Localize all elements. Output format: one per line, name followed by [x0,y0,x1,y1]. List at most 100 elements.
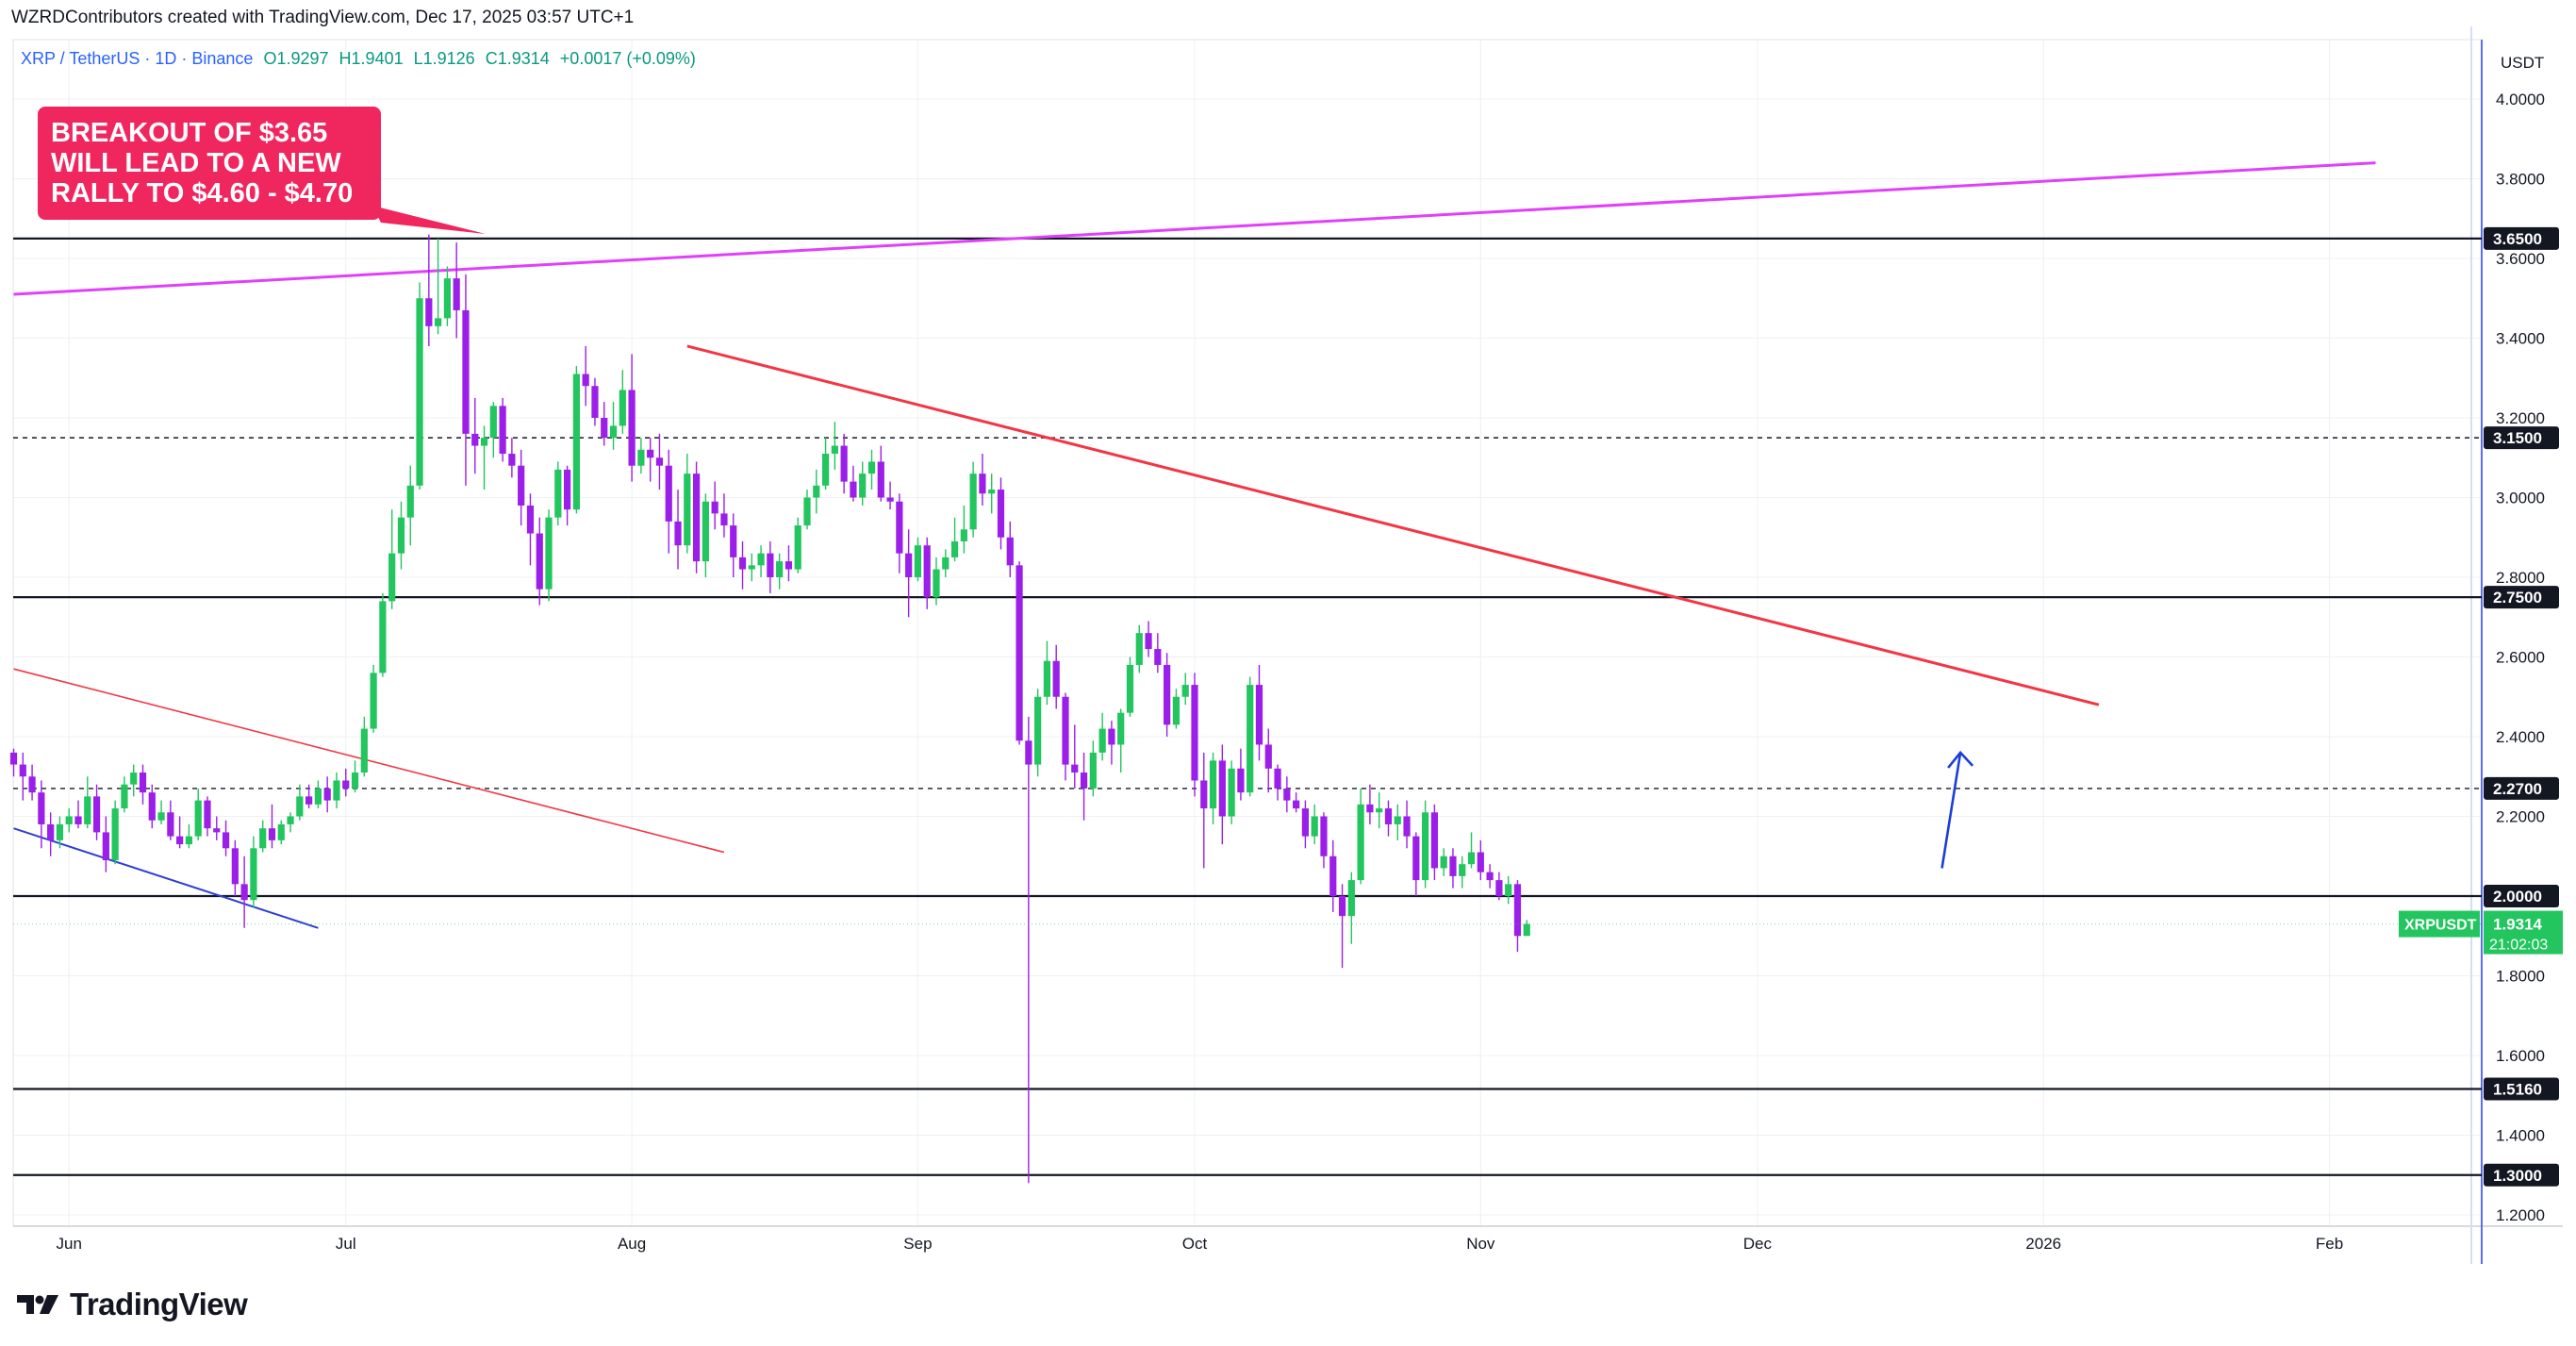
level-badge-label: 2.0000 [2493,888,2542,906]
tradingview-logo[interactable]: TradingView [17,1287,248,1322]
candle-body [489,406,497,439]
candle-body [1477,852,1484,872]
candle [950,517,959,562]
candle [1283,776,1291,813]
candle [388,509,396,609]
candle [38,780,45,849]
price-tick-label: 3.0000 [2496,490,2545,507]
level-badge-label: 2.2700 [2493,780,2542,798]
candle-body [674,521,682,546]
candle [1320,812,1328,869]
candle-body [416,298,423,486]
candle [609,402,618,450]
time-tick-label: Jun [56,1235,81,1253]
candle-body [757,553,765,566]
candle-body [1089,752,1097,789]
candle-body [92,796,101,833]
candle [536,517,543,606]
candle [684,454,691,554]
symbol-info: XRP / TetherUS · 1D · Binance O1.9297 H1… [21,49,702,69]
candle-body [776,561,784,577]
candle [942,549,949,577]
candle-body [38,792,45,824]
price-tick-label: 3.6000 [2496,250,2545,268]
time-tick-label: Oct [1182,1235,1208,1253]
candle-body [554,469,562,518]
candle [582,345,589,407]
candle-body [877,461,884,498]
candle [213,816,221,840]
candle-body [572,374,580,510]
price-tick-label: 2.4000 [2496,728,2545,746]
candle [1117,708,1125,773]
breakout-annotation[interactable]: BREAKOUT OF $3.65 WILL LEAD TO A NEW RAL… [38,107,381,220]
candle-body [56,823,64,840]
symbol-name[interactable]: XRP / TetherUS · 1D · Binance [21,49,254,68]
candle [1394,804,1401,840]
candle-body [1283,788,1291,801]
level-badge-bg [2484,776,2559,800]
candle [148,784,156,829]
candle-body [1412,836,1420,881]
candle-body [1430,812,1438,869]
candle-body [435,318,442,326]
candle-body [730,525,737,557]
candle-body [1505,884,1512,896]
candle [730,513,737,577]
candle-body [130,773,138,785]
candle-body [1513,884,1522,937]
candle [1228,760,1235,824]
candle-body [886,497,894,502]
candle [850,465,857,502]
candle [1043,640,1051,706]
candle-body [738,557,747,570]
low-value: L1.9126 [413,49,475,68]
candle-body [1191,685,1198,781]
candle-body [1403,816,1411,837]
candle [65,808,73,833]
candle [1164,653,1171,737]
candle [1301,800,1309,849]
candle [9,748,18,777]
candle [692,461,701,573]
time-ticks: Jun Jul Aug Sep Oct Nov Dec 2026 Feb [56,1235,2343,1253]
candle [896,493,903,573]
time-tick-label: 2026 [2025,1235,2061,1253]
time-tick-label: Nov [1466,1235,1495,1253]
price-tick-label: 2.8000 [2496,569,2545,587]
candle-body [933,569,940,598]
candle [84,776,91,829]
candle-body [1117,712,1125,745]
candle-body [867,461,876,474]
candle [351,760,359,793]
candle [360,716,368,777]
candle [397,501,405,570]
candle-body [250,848,257,901]
candle-body [259,828,267,849]
candle [1422,800,1429,889]
level-badge-bg [2484,885,2559,907]
candle-body [1329,856,1337,896]
candle-body [19,764,26,777]
candle-body [1025,740,1032,765]
candle [370,664,377,733]
candle-body [821,454,830,486]
candle [867,449,876,490]
level-badge: 1.3000 [2484,1163,2559,1187]
candle [1200,752,1208,869]
candle [435,238,442,335]
candle [111,800,119,865]
candle [1505,875,1512,905]
candle-body [1209,760,1217,809]
candle-body [287,816,294,824]
candle [923,537,931,609]
candle [564,465,571,526]
candle [1218,744,1226,845]
high-value: H1.9401 [339,49,404,68]
candle [776,553,784,590]
change-value: +0.0017 (+0.09%) [559,49,696,68]
candle [831,422,838,470]
candle [572,366,580,514]
candle [1172,689,1181,729]
